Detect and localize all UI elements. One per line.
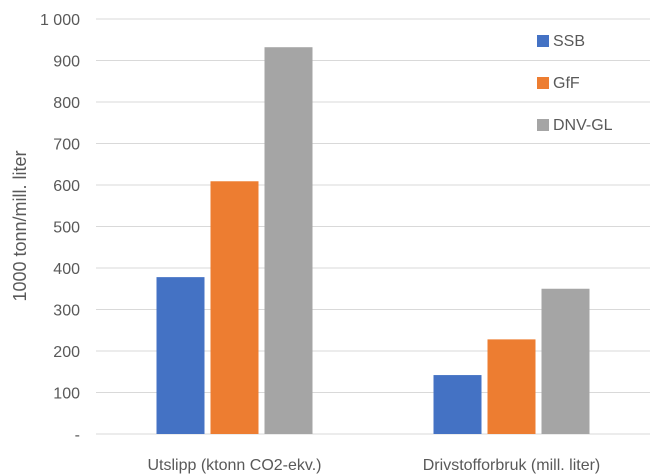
x-category-label: Utslipp (ktonn CO2-ekv.) bbox=[148, 457, 322, 474]
legend-swatch bbox=[537, 119, 549, 131]
bar-gff-2 bbox=[487, 339, 536, 434]
y-tick-label: 1 000 bbox=[40, 12, 80, 29]
y-tick-label: 300 bbox=[53, 303, 80, 320]
bar-dnv-gl-1 bbox=[264, 47, 313, 434]
y-tick-label: 500 bbox=[53, 220, 80, 237]
x-axis-category-labels: Utslipp (ktonn CO2-ekv.) Drivstofforbruk … bbox=[148, 457, 601, 474]
y-tick-label: 100 bbox=[53, 386, 80, 403]
y-tick-label: 800 bbox=[53, 95, 80, 112]
bar-gff-1 bbox=[210, 181, 259, 434]
legend-swatch bbox=[537, 35, 549, 47]
legend-label: GfF bbox=[553, 75, 580, 92]
y-tick-label: 700 bbox=[53, 137, 80, 154]
y-tick-label: 900 bbox=[53, 54, 80, 71]
x-category-label: Drivstofforbruk (mill. liter) bbox=[423, 457, 601, 474]
legend-swatch bbox=[537, 77, 549, 89]
y-tick-label: 400 bbox=[53, 261, 80, 278]
bar-ssb-2 bbox=[433, 375, 482, 434]
legend: SSB GfF DNV-GL bbox=[537, 33, 613, 134]
y-tick-label: - bbox=[75, 427, 80, 444]
y-tick-label: 200 bbox=[53, 344, 80, 361]
y-tick-label: 600 bbox=[53, 178, 80, 195]
bar-dnv-gl-2 bbox=[541, 288, 590, 434]
bars bbox=[156, 47, 590, 434]
bar-ssb-1 bbox=[156, 277, 205, 434]
y-axis-label: 1000 tonn/mill. liter bbox=[10, 150, 30, 301]
legend-label: DNV-GL bbox=[553, 117, 613, 134]
legend-label: SSB bbox=[553, 33, 585, 50]
y-axis-tick-labels: - 100 200 300 400 500 600 700 800 900 1 000 bbox=[40, 12, 80, 444]
